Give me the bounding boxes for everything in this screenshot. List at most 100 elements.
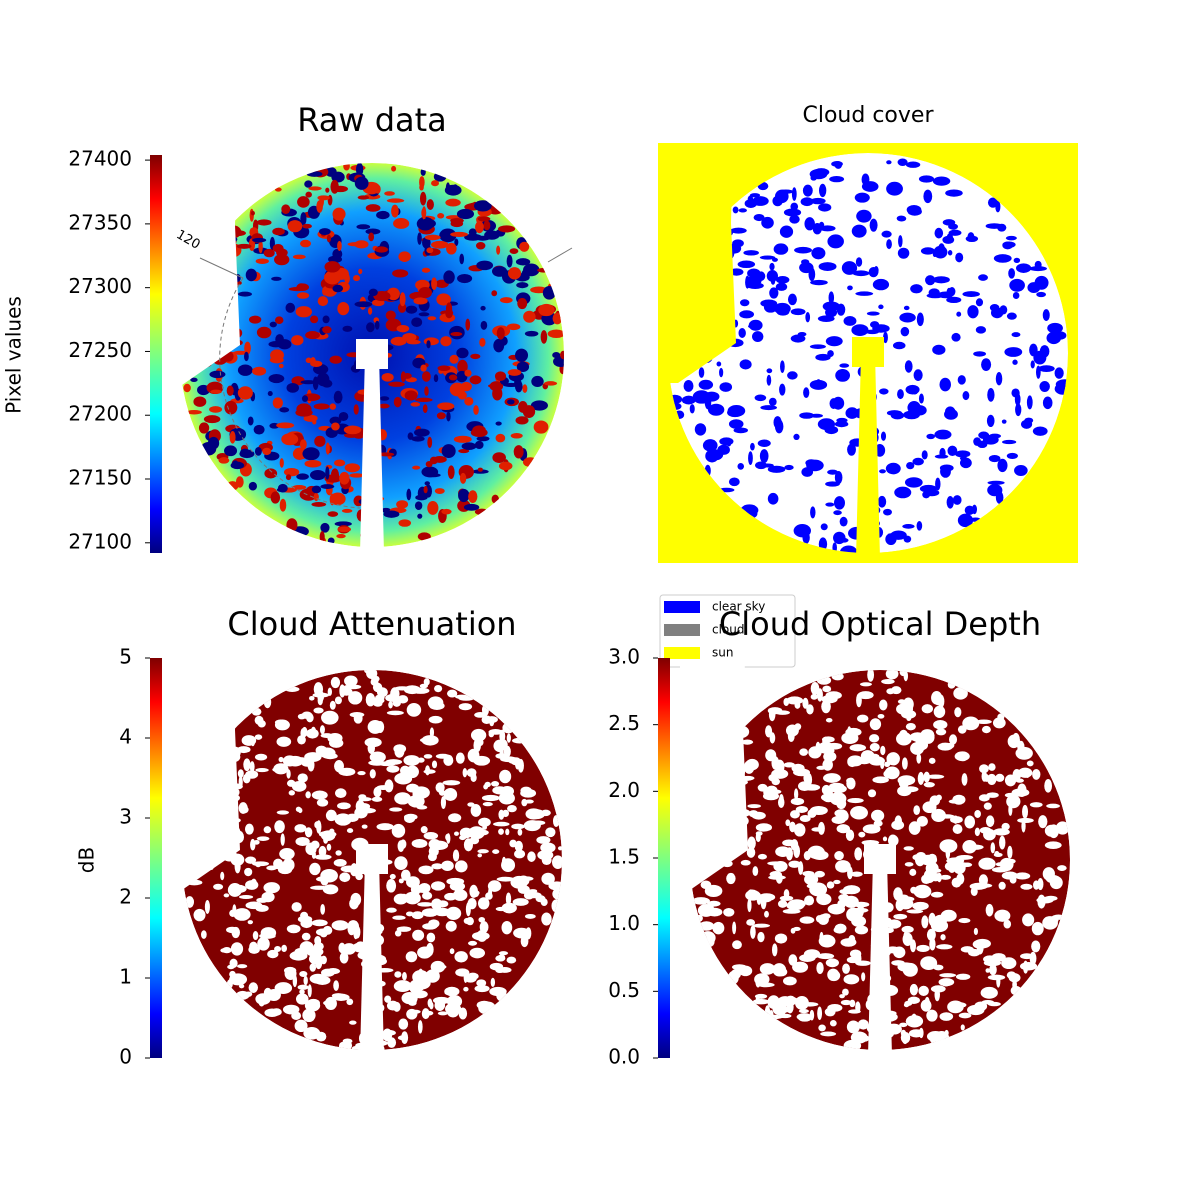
sky-blob bbox=[422, 891, 433, 900]
sky-blob bbox=[885, 670, 899, 680]
sky-blob bbox=[358, 268, 363, 275]
sky-blob bbox=[926, 774, 945, 779]
sky-blob bbox=[909, 868, 917, 876]
sky-blob bbox=[511, 823, 525, 830]
sky-blob bbox=[310, 315, 319, 324]
sky-blob bbox=[304, 752, 322, 762]
sky-blob bbox=[930, 891, 944, 898]
sky-blob bbox=[792, 926, 801, 932]
sky-blob bbox=[849, 949, 862, 959]
sky-blob bbox=[941, 912, 955, 919]
sky-blob bbox=[746, 847, 756, 858]
sky-blob bbox=[248, 982, 258, 993]
sky-blob bbox=[752, 866, 759, 877]
sky-blob bbox=[371, 796, 383, 802]
sky-blob bbox=[789, 821, 796, 833]
sky-blob bbox=[531, 375, 544, 388]
sky-blob bbox=[462, 767, 468, 778]
sky-blob bbox=[264, 468, 278, 479]
sky-blob bbox=[1038, 365, 1055, 372]
sky-blob bbox=[851, 1034, 868, 1039]
sky-blob bbox=[854, 925, 869, 935]
sky-blob bbox=[209, 370, 226, 379]
sky-blob bbox=[421, 267, 431, 273]
sky-blob bbox=[332, 248, 343, 260]
sky-blob bbox=[892, 341, 906, 350]
sky-blob bbox=[530, 400, 548, 411]
sky-blob bbox=[833, 510, 842, 516]
sky-blob bbox=[325, 809, 337, 822]
sky-blob bbox=[739, 310, 755, 319]
sky-blob bbox=[925, 862, 939, 875]
sky-blob bbox=[493, 821, 510, 827]
sky-blob bbox=[821, 913, 831, 920]
sky-blob bbox=[220, 871, 225, 881]
sky-blob bbox=[913, 805, 921, 816]
sky-blob bbox=[361, 824, 368, 829]
sky-blob bbox=[732, 921, 737, 935]
sky-blob bbox=[825, 502, 835, 507]
sky-blob bbox=[421, 371, 431, 382]
sky-blob bbox=[423, 678, 430, 686]
sky-blob bbox=[353, 713, 363, 724]
sky-blob bbox=[798, 781, 812, 792]
sky-blob bbox=[933, 705, 946, 718]
sky-blob bbox=[407, 795, 425, 808]
sky-blob bbox=[867, 670, 875, 682]
sky-blob bbox=[692, 897, 710, 905]
sky-blob bbox=[302, 223, 312, 229]
sky-blob bbox=[193, 908, 206, 922]
sky-blob bbox=[952, 824, 963, 834]
sky-blob bbox=[303, 975, 308, 986]
sky-blob bbox=[447, 465, 455, 480]
sky-blob bbox=[292, 447, 307, 460]
sky-blob bbox=[358, 794, 367, 800]
sky-blob bbox=[344, 675, 358, 687]
sky-blob bbox=[768, 397, 777, 406]
sky-blob bbox=[788, 860, 801, 868]
sky-blob bbox=[551, 899, 561, 913]
sky-blob bbox=[928, 757, 936, 764]
sky-blob bbox=[403, 813, 418, 821]
sky-blob bbox=[345, 813, 359, 822]
sky-blob bbox=[333, 459, 346, 467]
sky-blob bbox=[746, 889, 759, 900]
sky-blob bbox=[248, 945, 260, 954]
sky-blob bbox=[339, 471, 350, 485]
sky-blob bbox=[983, 828, 996, 841]
sky-blob bbox=[928, 288, 940, 297]
sky-blob bbox=[527, 851, 536, 862]
sky-blob bbox=[317, 690, 325, 703]
sky-blob bbox=[1008, 803, 1013, 816]
sky-blob bbox=[254, 446, 262, 456]
sky-blob bbox=[406, 783, 420, 793]
sky-blob bbox=[766, 368, 773, 374]
sky-blob bbox=[210, 389, 222, 394]
sky-blob bbox=[886, 752, 900, 766]
sky-blob bbox=[1055, 821, 1070, 835]
sky-blob bbox=[247, 416, 254, 426]
sky-blob bbox=[501, 902, 517, 914]
sky-blob bbox=[916, 944, 930, 953]
sky-blob bbox=[510, 757, 521, 766]
sky-blob bbox=[397, 695, 409, 704]
sky-blob bbox=[457, 273, 473, 284]
sky-blob bbox=[854, 847, 863, 861]
sky-blob bbox=[458, 703, 473, 711]
sky-blob bbox=[425, 473, 441, 478]
sky-blob bbox=[883, 331, 888, 344]
sky-blob bbox=[816, 893, 832, 906]
sky-blob bbox=[274, 820, 285, 834]
sky-blob bbox=[344, 463, 361, 473]
sky-blob bbox=[926, 1009, 938, 1022]
sky-blob bbox=[275, 334, 284, 345]
sky-blob bbox=[544, 381, 558, 386]
sky-blob bbox=[861, 173, 870, 186]
sky-blob bbox=[426, 932, 436, 943]
sky-blob bbox=[799, 814, 811, 823]
sky-blob bbox=[320, 484, 335, 489]
sky-blob bbox=[829, 1020, 837, 1027]
sky-blob bbox=[460, 381, 472, 392]
sky-blob bbox=[423, 485, 428, 494]
sky-blob bbox=[468, 490, 478, 503]
